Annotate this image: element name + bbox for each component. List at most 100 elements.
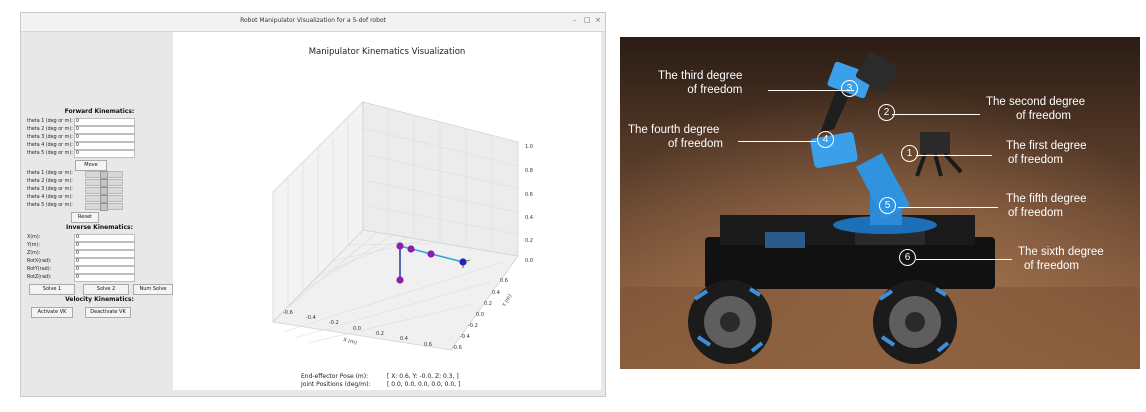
close-button[interactable]: × [595,16,601,24]
slider-theta5-row: theta 5 (deg or m): [27,202,172,211]
plot-area[interactable]: Manipulator Kinematics Visualization [173,32,601,390]
slider-knob[interactable] [100,179,108,187]
title-bar: Robot Manipulator Visualization for a 5-… [21,13,605,32]
caption-line: of freedom [1016,110,1071,122]
z-tick: 0.8 [525,168,533,174]
caption-fourth-dof: The fourth degree of freedom [628,123,723,151]
velocity-kinematics-heading: Velocity Kinematics: [65,296,134,303]
ik-roty-row: RotY(rad): 0 [27,266,172,274]
badge-1: 1 [901,145,918,162]
slider-theta4-row: theta 4 (deg or m): [27,194,172,203]
ik-x-input[interactable]: 0 [74,234,135,242]
badge-4: 4 [817,131,834,148]
z-tick: 0.6 [525,192,533,198]
fk-theta3-row: theta 3 (deg or m): 0 [27,134,172,142]
caption-third-dof: The third degree of freedom [658,69,742,97]
fk-theta1-input[interactable]: 0 [74,118,135,126]
activate-vk-button[interactable]: Activate VK [31,307,73,318]
joint-positions-label: Joint Positions (deg/m): [301,381,371,388]
reset-button[interactable]: Reset [71,212,99,223]
slider-theta1-row: theta 1 (deg or m): [27,170,172,179]
robot-photo: 3 2 4 1 5 6 The third degree of freedom … [620,37,1140,369]
maximize-button[interactable]: □ [584,16,591,24]
y-tick: 0.4 [492,290,500,296]
deactivate-vk-button[interactable]: Deactivate VK [85,307,131,318]
slider-theta1-label: theta 1 (deg or m): [27,171,73,176]
badge-3: 3 [841,80,858,97]
ik-rotz-label: RotZ(rad): [27,275,52,280]
ik-z-input[interactable]: 0 [74,250,135,258]
x-tick: -0.2 [329,320,339,326]
badge-6: 6 [899,249,916,266]
theta2-slider[interactable] [85,179,123,187]
fk-theta1-label: theta 1 (deg or m): [27,119,73,124]
control-panel: Forward Kinematics: theta 1 (deg or m): 0… [27,108,173,318]
fk-theta3-input[interactable]: 0 [74,134,135,142]
slider-knob[interactable] [100,187,108,195]
theta1-slider[interactable] [85,171,123,179]
caption-fifth-dof: The fifth degree of freedom [1006,192,1087,220]
num-solve-button[interactable]: Num Solve [133,284,173,295]
slider-knob[interactable] [100,203,108,211]
caption-sixth-dof: The sixth degree of freedom [1018,245,1104,273]
slider-knob[interactable] [100,171,108,179]
slider-knob[interactable] [100,195,108,203]
end-effector-value: [ X: 0.6, Y: -0.0, Z: 0.3, ] [387,373,459,380]
fk-theta4-input[interactable]: 0 [74,142,135,150]
ik-x-row: X(m): 0 [27,234,172,242]
ik-y-row: Y(m): 0 [27,242,172,250]
minimize-button[interactable]: – [573,16,577,24]
window-title: Robot Manipulator Visualization for a 5-… [240,17,386,24]
caption-line: The second degree [986,96,1086,108]
slider-theta5-label: theta 5 (deg or m): [27,203,73,208]
caption-line: of freedom [687,84,743,96]
slider-theta2-label: theta 2 (deg or m): [27,179,73,184]
leader-line [892,114,980,115]
theta3-slider[interactable] [85,187,123,195]
caption-line: The fourth degree [628,124,720,136]
ik-rotz-input[interactable]: 0 [74,274,135,282]
app-window: Robot Manipulator Visualization for a 5-… [20,12,606,397]
caption-line: The third degree [658,70,743,82]
inverse-kinematics-heading: Inverse Kinematics: [66,224,133,231]
fk-theta2-row: theta 2 (deg or m): 0 [27,126,172,134]
move-button[interactable]: Move [75,160,107,171]
plot-title: Manipulator Kinematics Visualization [308,47,466,57]
solve2-button[interactable]: Solve 2 [83,284,129,295]
y-tick: 0.0 [476,312,484,318]
ik-y-label: Y(m): [27,243,40,248]
x-tick: -0.6 [283,310,293,316]
x-tick: 0.4 [400,336,408,342]
caption-first-dof: The first degree of freedom [1006,139,1087,167]
robot-arm [396,242,471,284]
ik-roty-input[interactable]: 0 [74,266,135,274]
x-tick: 0.6 [424,342,432,348]
joint-positions-value: [ 0.0, 0.0, 0.0, 0.0, 0.0, ] [387,381,461,388]
fk-theta4-label: theta 4 (deg or m): [27,143,73,148]
ik-rotx-label: RotX(rad): [27,259,52,264]
z-tick: 1.0 [525,144,533,150]
move-row: Move [27,158,172,171]
caption-second-dof: The second degree of freedom [986,95,1085,123]
solve1-button[interactable]: Solve 1 [29,284,75,295]
leader-line [916,259,1012,260]
fk-theta2-label: theta 2 (deg or m): [27,127,73,132]
slider-theta3-label: theta 3 (deg or m): [27,187,73,192]
fk-theta2-input[interactable]: 0 [74,126,135,134]
leader-line [768,90,854,91]
theta4-slider[interactable] [85,195,123,203]
y-tick: -0.2 [468,323,478,329]
caption-line: of freedom [1008,207,1063,219]
ik-rotx-input[interactable]: 0 [74,258,135,266]
y-tick: -0.6 [452,345,462,351]
fk-theta3-label: theta 3 (deg or m): [27,135,73,140]
3d-axes: 1.0 0.8 0.6 0.4 0.2 0.0 0.6 0.4 0.2 0.0 … [272,101,533,351]
fk-theta5-input[interactable]: 0 [74,150,135,158]
theta5-slider[interactable] [85,203,123,211]
ik-y-input[interactable]: 0 [74,242,135,250]
caption-line: The fifth degree [1006,193,1087,205]
leader-line [916,155,992,156]
forward-kinematics-heading: Forward Kinematics: [64,108,135,115]
end-effector-label: End-effector Pose (m): [301,373,369,380]
fk-theta5-row: theta 5 (deg or m): 0 [27,150,172,158]
